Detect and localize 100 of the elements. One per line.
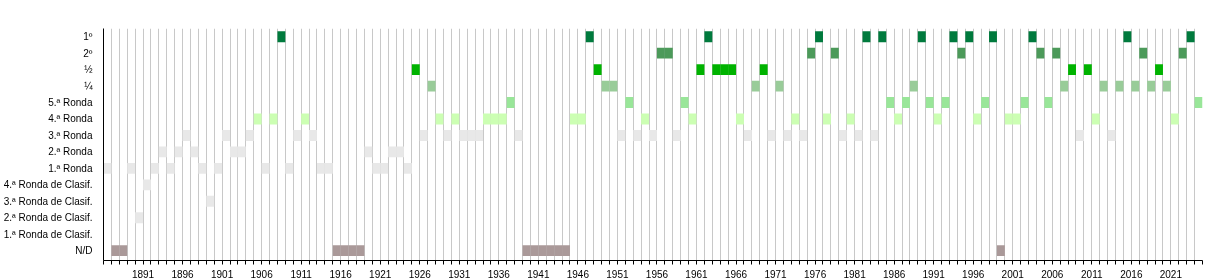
bar <box>633 130 642 141</box>
bar <box>506 97 515 108</box>
bar <box>696 64 705 76</box>
y-tick-label: 2.ª Ronda de Clasif. <box>3 212 93 224</box>
x-tick-label: 1971 <box>764 268 788 280</box>
bar <box>775 80 784 92</box>
bar <box>996 245 1005 257</box>
bar <box>862 31 871 43</box>
bar <box>1068 64 1076 76</box>
bar <box>285 162 294 174</box>
bar <box>443 130 452 141</box>
x-tick-label: 1976 <box>803 268 827 280</box>
y-tick-label: 4.ª Ronda <box>48 113 93 125</box>
bar <box>206 195 215 207</box>
bar <box>1107 130 1116 141</box>
bar <box>182 130 191 141</box>
x-tick-label: 1981 <box>843 268 867 280</box>
bar <box>103 162 112 174</box>
bar <box>585 31 594 43</box>
bar <box>815 31 823 43</box>
y-tick-label: 4.ª Ronda de Clasif. <box>3 179 93 191</box>
bar <box>1099 80 1108 92</box>
bar <box>364 146 373 158</box>
bar <box>617 130 626 141</box>
bar <box>941 97 950 108</box>
x-tick-label: 1956 <box>645 268 669 280</box>
y-tick-label: 1.ª Ronda <box>48 162 93 174</box>
bar <box>1139 47 1148 59</box>
bar <box>759 64 768 76</box>
bar <box>909 80 918 92</box>
x-tick-label: 1921 <box>369 268 392 280</box>
bar <box>1186 31 1195 43</box>
y-tick-label: 2º <box>83 47 93 59</box>
bar <box>1162 80 1171 92</box>
bar <box>1028 31 1037 43</box>
y-tick-label: 1º <box>83 31 93 43</box>
bar <box>1123 31 1132 43</box>
x-tick-label: 2006 <box>1041 268 1064 280</box>
bar <box>158 146 167 158</box>
x-tick-label: 1916 <box>329 268 353 280</box>
x-tick-label: 1906 <box>250 268 274 280</box>
bar <box>222 130 230 141</box>
bar <box>1115 80 1124 92</box>
bar <box>949 31 958 43</box>
y-tick-label: N/D <box>75 245 93 257</box>
x-tick-label: 1941 <box>527 268 550 280</box>
y-tick-label: 3.ª Ronda <box>48 129 93 141</box>
bar <box>261 162 270 174</box>
x-tick-label: 1951 <box>606 268 629 280</box>
bar <box>1044 97 1053 108</box>
bar <box>309 130 317 141</box>
bar <box>198 162 207 174</box>
y-tick-label: 3.ª Ronda de Clasif. <box>3 195 93 207</box>
bar <box>1052 47 1061 59</box>
x-tick-label: 1991 <box>922 268 946 280</box>
x-tick-label: 1911 <box>290 268 313 280</box>
bar <box>989 31 997 43</box>
x-tick-label: 1926 <box>408 268 432 280</box>
bar <box>593 64 602 76</box>
bar <box>127 162 136 174</box>
bar <box>680 97 689 108</box>
bar <box>514 130 523 141</box>
x-tick-label: 2021 <box>1159 268 1183 280</box>
bar <box>403 162 412 174</box>
bar <box>957 47 966 59</box>
y-tick-label: 2.ª Ronda <box>48 146 93 158</box>
bar <box>190 146 199 158</box>
x-tick-label: 1966 <box>724 268 748 280</box>
bar <box>878 31 887 43</box>
bar <box>293 130 302 141</box>
bar <box>917 31 926 43</box>
bar <box>143 179 151 191</box>
bar <box>1060 80 1069 92</box>
bar <box>1083 64 1092 76</box>
bar <box>150 162 159 174</box>
bar <box>625 97 634 108</box>
bar <box>751 80 760 92</box>
y-tick-label: ½ <box>84 64 94 76</box>
y-tick-label: 5.ª Ronda <box>48 97 93 109</box>
bar <box>1131 80 1140 92</box>
bar <box>807 47 816 59</box>
bar <box>965 31 974 43</box>
x-tick-label: 1986 <box>883 268 906 280</box>
bar <box>135 212 144 224</box>
bar <box>1020 97 1029 108</box>
x-tick-label: 1901 <box>210 268 234 280</box>
x-tick-label: 1931 <box>448 268 471 280</box>
y-tick-label: 1.ª Ronda de Clasif. <box>3 228 93 240</box>
bar <box>925 97 934 108</box>
bar <box>411 64 420 76</box>
bar <box>830 47 839 59</box>
x-tick-label: 1896 <box>171 268 195 280</box>
bar <box>174 146 183 158</box>
x-tick-label: 1891 <box>131 268 155 280</box>
x-tick-label: 1946 <box>566 268 590 280</box>
x-tick-label: 1961 <box>685 268 709 280</box>
bar <box>166 162 175 174</box>
bar <box>427 80 436 92</box>
y-tick-label: ¼ <box>84 80 94 92</box>
bar <box>277 31 286 43</box>
